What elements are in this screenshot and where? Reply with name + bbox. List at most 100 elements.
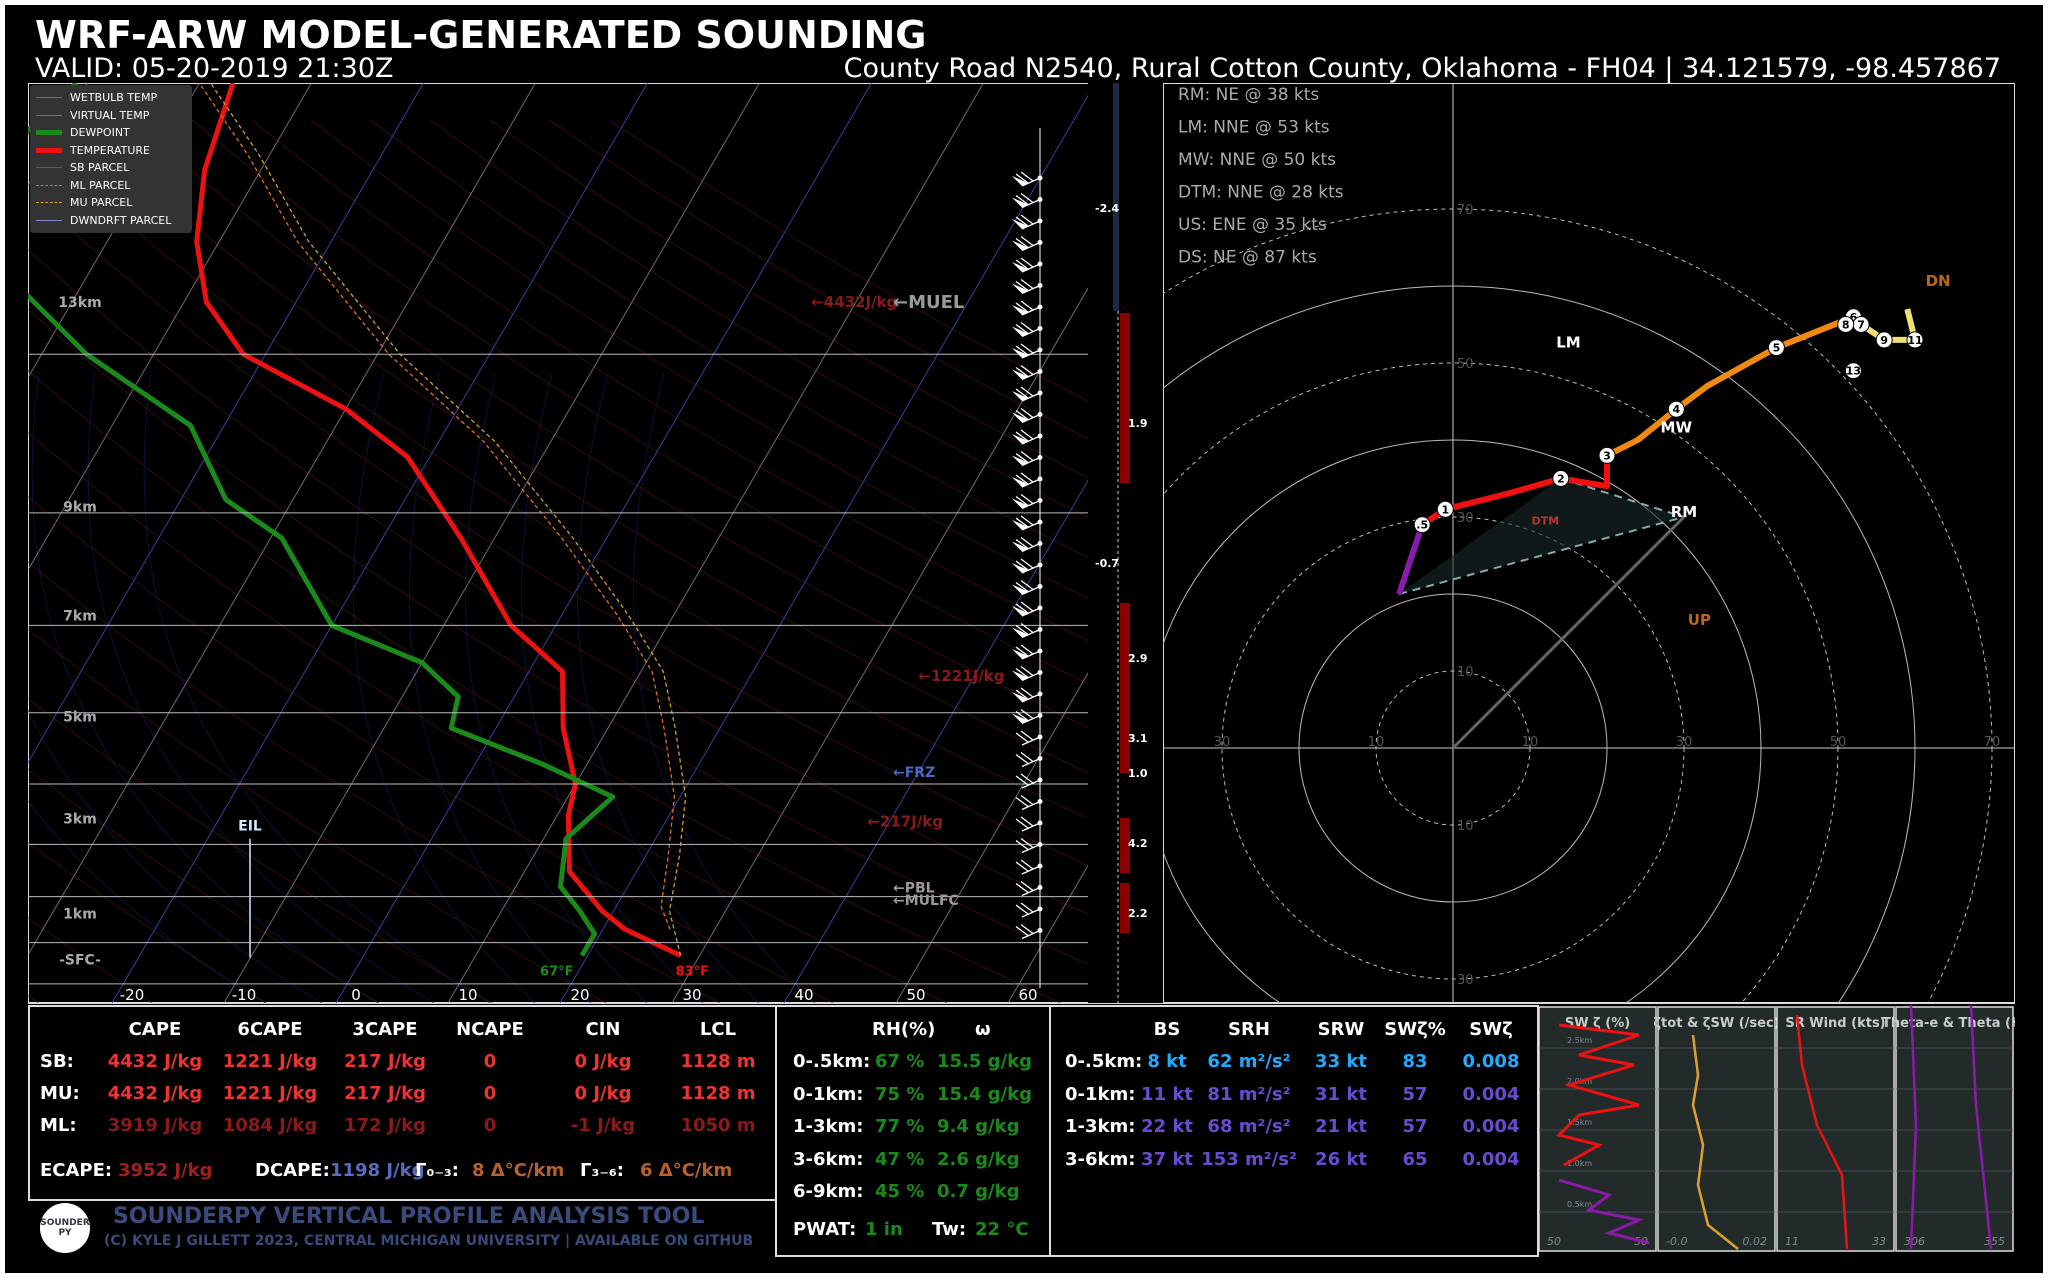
wind-barb	[1015, 880, 1043, 897]
rh-value: 45 %	[875, 1181, 925, 1202]
mini-axis-max: 355	[1984, 1235, 2005, 1248]
mini-height-tick: 2.5km	[1567, 1036, 1592, 1045]
legend-item: SB PARCEL	[36, 159, 186, 177]
mini-zeta-line	[1691, 1034, 1739, 1250]
hodo-ring	[1221, 516, 1685, 980]
omega-bar	[1120, 313, 1130, 483]
isotherm	[895, 672, 1088, 1003]
height-marker-label: 8	[1842, 319, 1850, 332]
wind-barb	[1015, 859, 1043, 875]
mini-height-tick: 1.5km	[1567, 1118, 1592, 1127]
height-marker-label: 1	[1441, 503, 1449, 516]
dry-adiabat	[430, 119, 1088, 518]
omega-label: 2.2	[1128, 907, 1148, 920]
storm-motion-text: US: ENE @ 35 kts	[1178, 215, 1327, 235]
thermo-table: CAPE 6CAPE 3CAPE NCAPE CIN LCL SB: 4432 J/kg 122…	[28, 1005, 777, 1201]
mini-axis-min: 11	[1785, 1235, 1799, 1248]
column-header: NCAPE	[456, 1019, 524, 1040]
cape-label: ←4432J/kg	[811, 293, 897, 311]
cell-value: 65	[1402, 1148, 1428, 1170]
cell-value: 153 m²/s²	[1201, 1148, 1297, 1170]
moist-adiabat	[28, 800, 267, 1003]
mini-swzeta-line-low	[1558, 1178, 1650, 1245]
extra-label: ECAPE:	[40, 1160, 113, 1181]
srh-area	[1399, 478, 1684, 594]
height-marker-label: 9	[1880, 334, 1888, 347]
height-marker-label: 3	[1603, 449, 1611, 462]
legend-swatch	[36, 219, 62, 221]
cell-value: 57	[1402, 1083, 1428, 1105]
cell-value: 3919 J/kg	[107, 1115, 203, 1136]
cell-value: 0	[483, 1051, 497, 1072]
wind-barb	[1012, 472, 1043, 488]
column-header: ω	[975, 1019, 991, 1040]
row-label: ML:	[40, 1115, 77, 1136]
temperature-tick-label: 50	[906, 986, 925, 1004]
legend-swatch	[36, 130, 62, 136]
omega-label: -2.4	[1095, 202, 1119, 215]
moist-adiabat	[28, 709, 323, 1003]
eil-label: EIL	[238, 819, 262, 835]
mini-panel-title: SR Wind (kts)	[1785, 1016, 1885, 1031]
wind-barb	[1012, 321, 1043, 338]
temperature-tick-label: 60	[1018, 986, 1037, 1004]
mini-panel-title: Theta-e & Theta (K)	[1882, 1016, 2015, 1031]
srh-inflow-line	[1398, 516, 1685, 595]
storm-motion-label: RM	[1671, 503, 1697, 521]
row-label: 3-6km:	[793, 1148, 864, 1170]
temperature-tick-label: 10	[458, 986, 477, 1004]
height-marker	[1436, 500, 1454, 518]
height-marker	[1906, 331, 1924, 349]
sfc-temp-label: 83°F	[676, 965, 709, 980]
row-label: 1-3km:	[1065, 1116, 1136, 1137]
cell-value: 172 J/kg	[344, 1115, 426, 1136]
height-marker-label: 11	[1907, 334, 1922, 347]
temperature-tick-label: 30	[682, 986, 701, 1004]
kinematic-table: BS SRH SRW SWζ% SWζ 0-.5km: 8 kt 62 m²/s² 33 kt 8…	[1049, 1005, 1539, 1257]
cell-value: 22 kt	[1141, 1116, 1193, 1137]
column-header: RH(%)	[872, 1019, 936, 1040]
column-header: SWζ	[1469, 1019, 1513, 1040]
height-label: 3km	[63, 811, 97, 827]
storm-motion-label: UP	[1688, 611, 1711, 629]
height-label: 9km	[63, 499, 97, 515]
extra-label: Γ₃₋₆:	[580, 1160, 624, 1181]
sounderpy-logo: SOUNDER PY	[40, 1203, 90, 1253]
skewt-legend: WETBULB TEMP VIRTUAL TEMP DEWPOINT TEMPERAT…	[30, 85, 192, 233]
height-marker	[1413, 516, 1431, 534]
omega-label: 2.9	[1128, 652, 1148, 665]
wind-barb	[1012, 450, 1043, 467]
storm-motion-label: DN	[1926, 272, 1951, 290]
moist-adiabat	[31, 373, 379, 1003]
row-label: MU:	[40, 1083, 80, 1104]
wind-barb	[1015, 816, 1043, 832]
wind-barb	[1015, 751, 1043, 768]
wind-barb	[1015, 773, 1043, 789]
legend-label: DWNDRFT PARCEL	[70, 213, 172, 227]
legend-swatch	[36, 114, 62, 116]
valid-time: VALID: 05-20-2019 21:30Z	[35, 53, 394, 84]
isotherm	[447, 83, 984, 1003]
row-label: 0-1km:	[1065, 1083, 1136, 1105]
ring-label: 30	[1676, 735, 1693, 750]
level-label: ←MUEL	[893, 292, 964, 313]
cell-value: 0.004	[1462, 1148, 1520, 1170]
dry-adiabat	[28, 133, 1088, 820]
isotherm	[783, 479, 1088, 1003]
cell-value: 217 J/kg	[344, 1083, 426, 1104]
mini-swzeta-line	[1556, 1023, 1640, 1167]
footer: SOUNDER PY SOUNDERPY VERTICAL PROFILE AN…	[28, 1200, 773, 1255]
dry-adiabat	[28, 432, 948, 1003]
cell-value: 1221 J/kg	[222, 1051, 318, 1072]
legend-item: MU PARCEL	[36, 194, 186, 212]
rh-value: 75 %	[875, 1083, 925, 1105]
hodo-ring	[1163, 208, 1993, 1003]
location-text: County Road N2540, Rural Cotton County, …	[843, 53, 2001, 84]
legend-label: VIRTUAL TEMP	[70, 108, 150, 122]
height-marker	[1552, 470, 1570, 487]
dry-adiabat	[251, 119, 1088, 642]
column-header: 3CAPE	[352, 1019, 418, 1040]
dry-adiabat	[28, 308, 1088, 965]
isotherm	[28, 83, 536, 956]
storm-motion-text: LM: NNE @ 53 kts	[1178, 118, 1330, 138]
